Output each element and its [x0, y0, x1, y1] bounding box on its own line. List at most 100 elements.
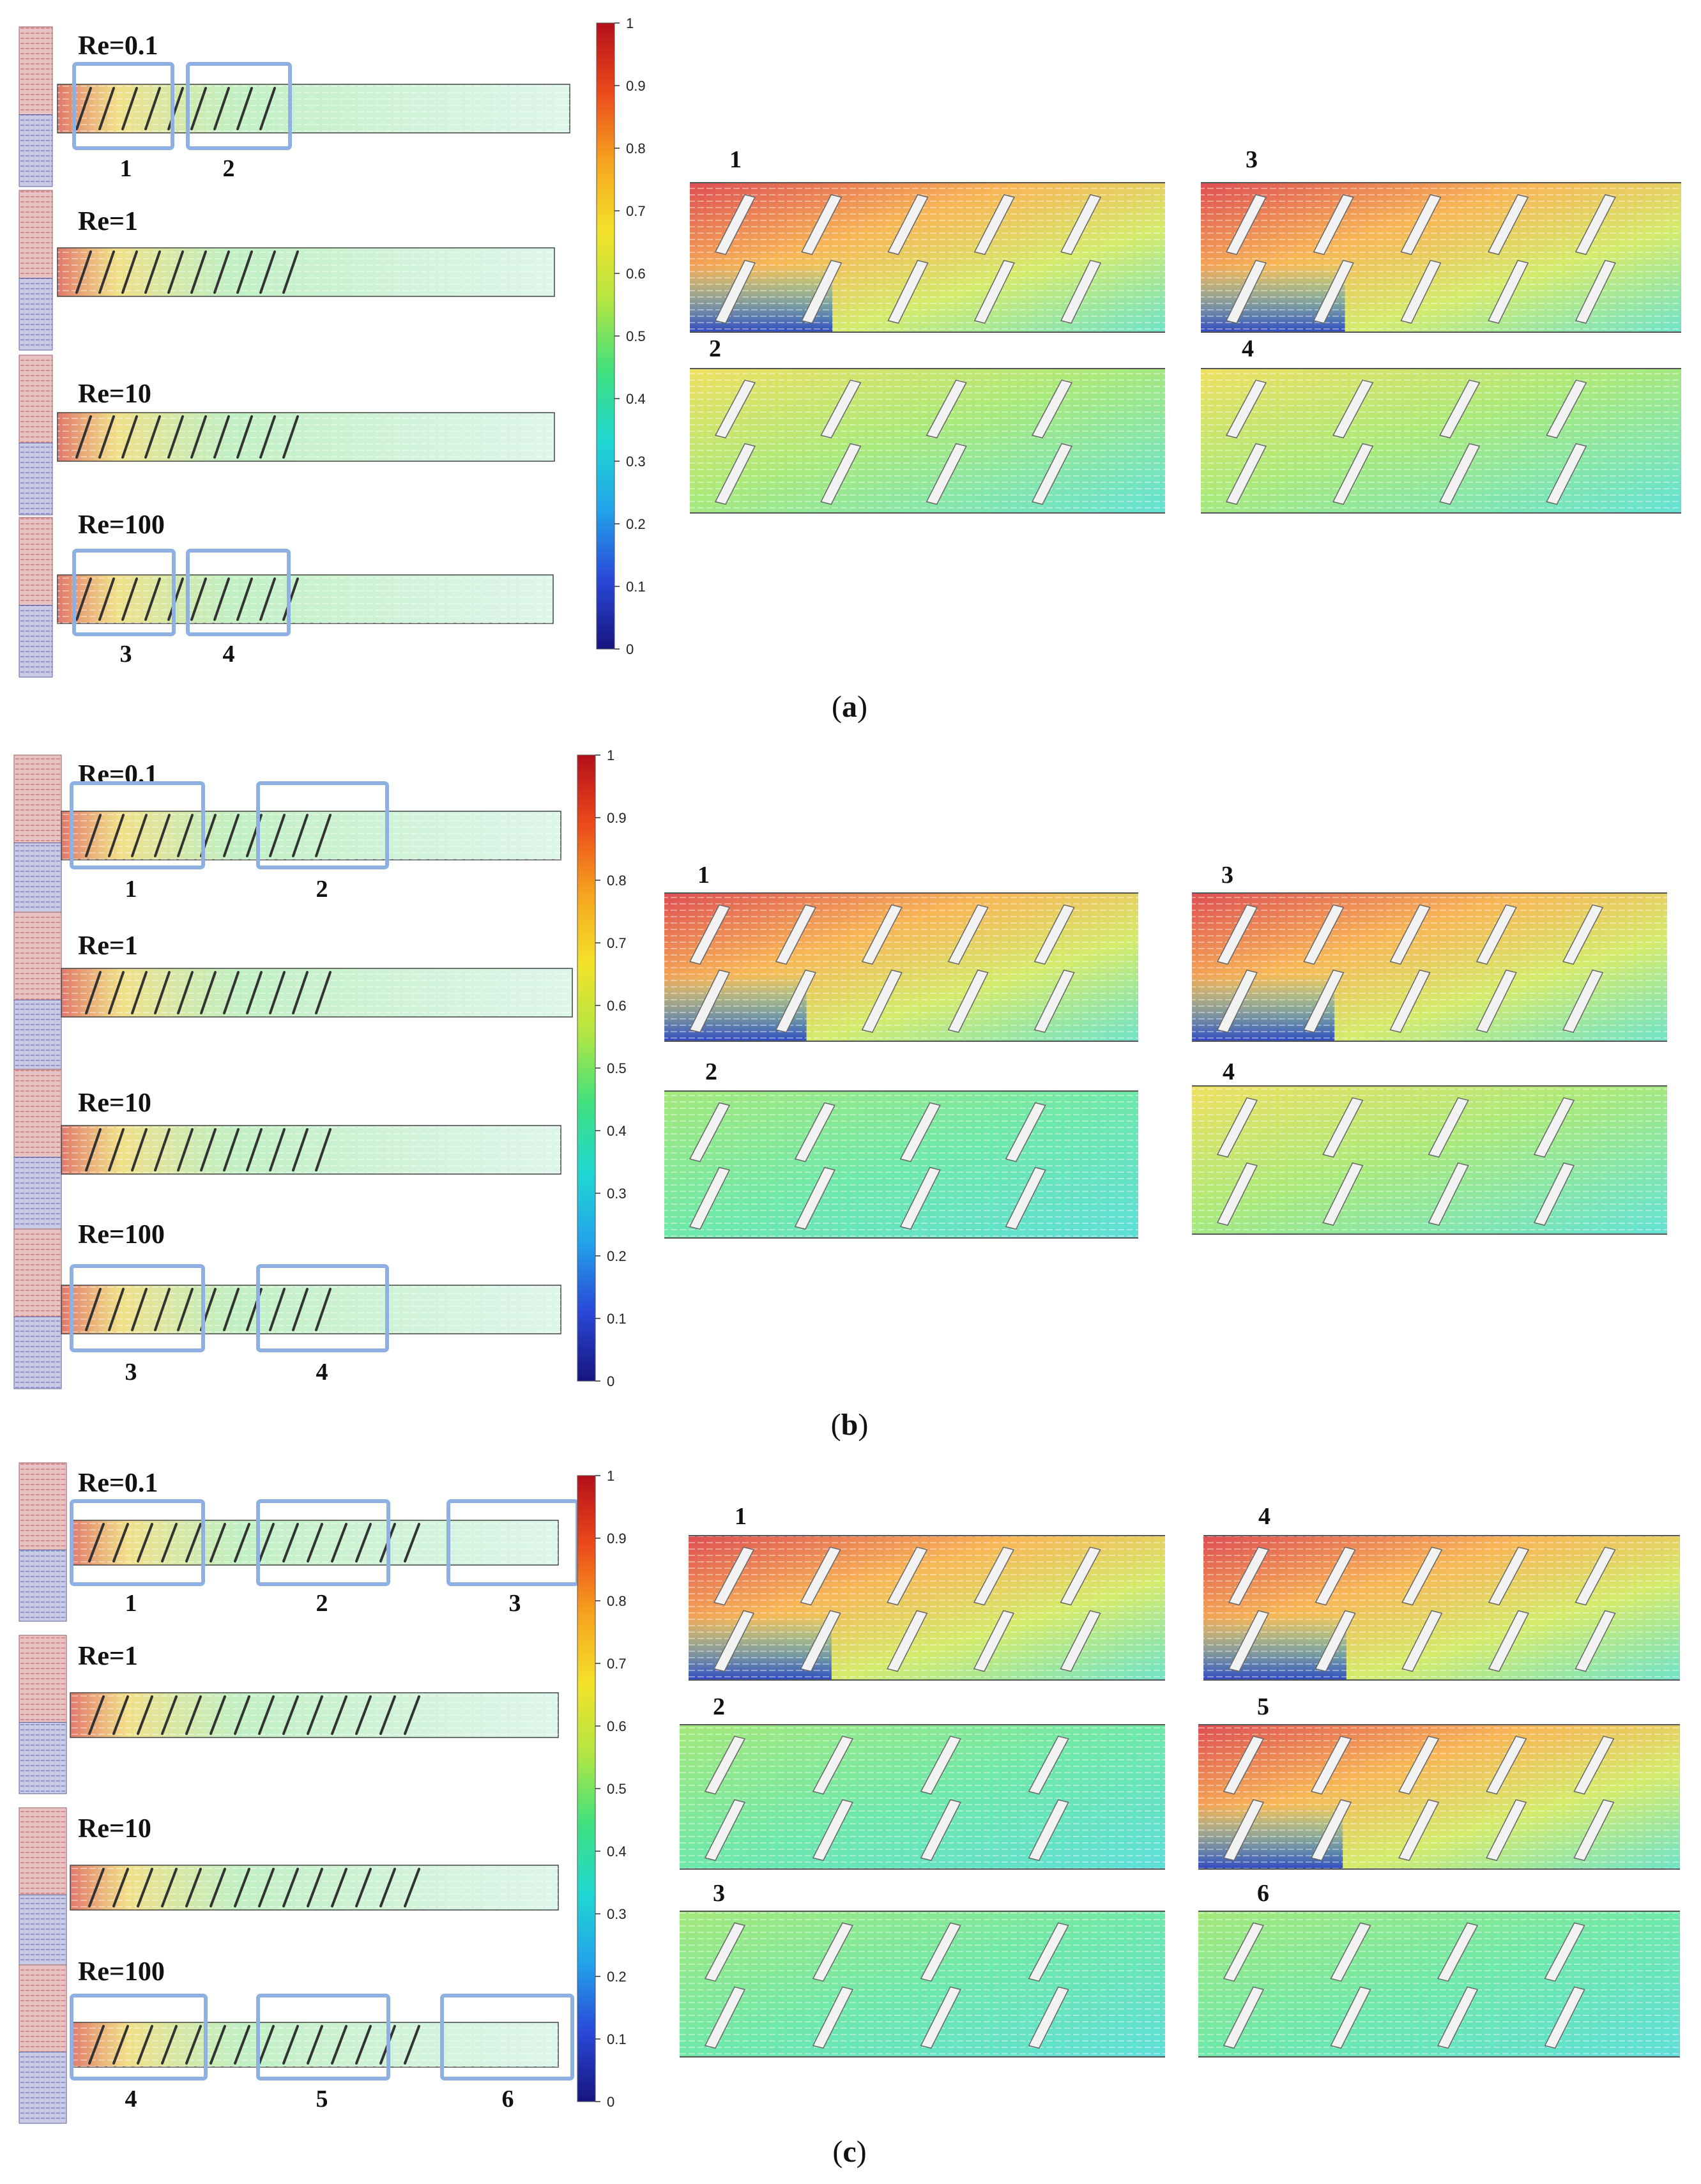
- baffle: [1313, 259, 1354, 324]
- baffle: [1437, 1986, 1479, 2049]
- baffle: [185, 1695, 202, 1735]
- baffle: [355, 2025, 372, 2065]
- baffle: [213, 87, 230, 130]
- inlet-lower: [13, 1317, 62, 1389]
- baffle: [689, 969, 731, 1033]
- baffle: [775, 904, 817, 965]
- colorbar-tick-label: 0.4: [626, 391, 646, 407]
- baffle: [920, 1986, 961, 2049]
- inlet-upper: [19, 26, 53, 115]
- baffle: [331, 1523, 347, 1562]
- baffle: [154, 1288, 171, 1331]
- baffle: [112, 1868, 129, 1907]
- flow-arrows: [680, 1725, 1165, 1869]
- colorbar-tick-label: 0.4: [607, 1123, 627, 1139]
- caption-letter: a: [842, 690, 857, 724]
- baffle: [234, 1523, 250, 1562]
- baffle: [75, 577, 92, 621]
- baffle: [1060, 1610, 1101, 1672]
- colorbar-tick-label: 0.8: [626, 141, 646, 157]
- baffle: [137, 1868, 153, 1907]
- baffle: [1223, 1986, 1265, 2049]
- baffle: [258, 2025, 275, 2065]
- colorbar-tick-label: 0.7: [626, 203, 646, 219]
- colorbar-tick-label: 0.7: [607, 935, 627, 951]
- baffle: [223, 1128, 240, 1172]
- colorbar-tick-label: 0.9: [607, 1531, 627, 1546]
- zoom-inset-1: 1: [664, 862, 1138, 1042]
- simulation-2: Re=1: [19, 190, 555, 351]
- baffle: [234, 1695, 250, 1735]
- colorbar-tick-label: 0.1: [626, 579, 646, 595]
- zoom-inset-3: 3: [1201, 146, 1681, 333]
- baffle: [1310, 1736, 1352, 1795]
- simulation-2: Re=1: [19, 1635, 559, 1794]
- baffle: [1216, 1097, 1258, 1158]
- baffle-array: [88, 1523, 420, 1562]
- panel-a: Re=0.1 Re=1 Re=10 Re=100 1 2 3 4 0 0.1 0.2 0.3 0.4 0.…: [19, 15, 1681, 724]
- baffle: [112, 1523, 129, 1562]
- highlight-box: [256, 1499, 390, 1586]
- baffle: [1439, 443, 1481, 505]
- zoom-label: 1: [698, 862, 710, 889]
- baffle: [259, 87, 276, 130]
- flow-vectors: [57, 84, 570, 133]
- flow-vectors: [61, 1126, 561, 1174]
- baffle: [1486, 1799, 1527, 1861]
- baffle: [213, 415, 230, 459]
- baffle: [1060, 194, 1102, 256]
- zoom-label: 4: [1242, 335, 1254, 362]
- inlet-lower: [19, 1894, 67, 1967]
- colorbar-tick-label: 0.5: [607, 1060, 627, 1076]
- baffle: [85, 814, 102, 857]
- baffle: [210, 1695, 226, 1735]
- zoom-inset-2: 2: [664, 1058, 1138, 1239]
- colorbar-tick-label: 0.6: [607, 998, 627, 1014]
- inlet-upper: [19, 1807, 67, 1895]
- baffle: [121, 87, 138, 130]
- baffle: [1216, 904, 1258, 965]
- baffle: [973, 194, 1015, 256]
- baffle: [108, 1128, 125, 1172]
- caption-letter: b: [841, 1408, 858, 1442]
- baffle-array: [75, 250, 299, 294]
- baffle: [1476, 969, 1517, 1033]
- baffle: [1400, 259, 1442, 324]
- inlet-lower: [13, 1000, 62, 1073]
- colorbar-tick-label: 0.7: [607, 1656, 627, 1672]
- colorbar: 0 0.1 0.2 0.3 0.4 0.5 0.6 0.7 0.8 0.9 1: [596, 15, 646, 657]
- colorbar-tick-label: 0.1: [607, 1311, 627, 1327]
- inlet-upper: [19, 1462, 67, 1550]
- baffle: [259, 250, 276, 294]
- baffle: [355, 1523, 372, 1562]
- baffle: [190, 250, 207, 294]
- baffle: [331, 1868, 347, 1907]
- baffle: [98, 577, 115, 621]
- baffle: [1575, 1546, 1616, 1606]
- baffle: [236, 577, 253, 621]
- baffle: [282, 1695, 299, 1735]
- zoom-label: 2: [705, 1058, 717, 1085]
- baffle: [315, 1288, 332, 1331]
- colorbar-scale: [577, 1475, 596, 2102]
- caption-paren-close: ): [857, 2135, 867, 2169]
- baffle: [714, 259, 756, 324]
- baffle: [108, 1288, 125, 1331]
- colorbar-tick-label: 0.3: [607, 1186, 627, 1202]
- baffle-array: [88, 1695, 420, 1735]
- baffle: [1389, 969, 1431, 1033]
- highlight-box: [70, 1499, 205, 1586]
- highlight-box: [70, 1994, 208, 2081]
- baffle: [1028, 1799, 1069, 1861]
- baffle: [704, 1986, 746, 2049]
- baffle: [144, 87, 161, 130]
- flow-arrows: [690, 369, 1165, 513]
- simulation-4: Re=100: [19, 510, 554, 678]
- flow-arrows: [664, 1091, 1138, 1238]
- baffle: [144, 415, 161, 459]
- highlight-box-number: 2: [316, 876, 328, 903]
- baffle: [1544, 1922, 1585, 1982]
- highlight-box-number: 3: [125, 1359, 137, 1386]
- reynolds-label: Re=0.1: [78, 760, 158, 790]
- inlet-lower: [19, 443, 53, 515]
